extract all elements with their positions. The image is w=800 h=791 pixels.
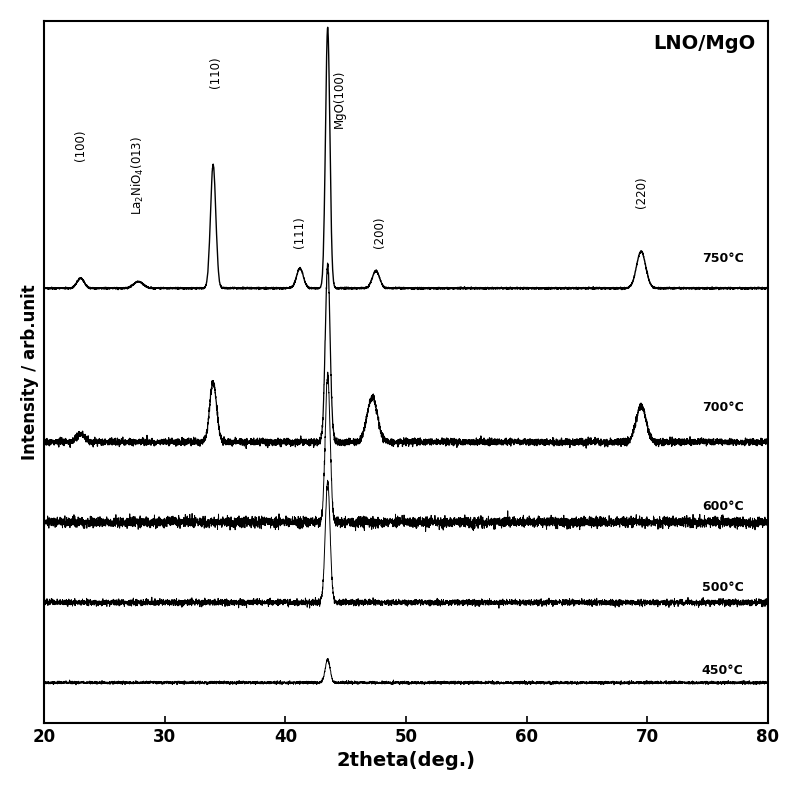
Text: MgO(100): MgO(100) bbox=[334, 70, 346, 128]
Text: (200): (200) bbox=[373, 217, 386, 248]
Text: (110): (110) bbox=[209, 56, 222, 88]
Text: (111): (111) bbox=[294, 217, 306, 248]
Text: (100): (100) bbox=[74, 130, 87, 161]
Text: (220): (220) bbox=[634, 176, 647, 208]
Text: 700°C: 700°C bbox=[702, 401, 743, 414]
Text: La$_2$NiO$_4$(013): La$_2$NiO$_4$(013) bbox=[130, 135, 146, 214]
Text: 750°C: 750°C bbox=[702, 252, 743, 265]
Text: 450°C: 450°C bbox=[702, 664, 743, 677]
Text: 600°C: 600°C bbox=[702, 500, 743, 513]
Y-axis label: Intensity / arb.unit: Intensity / arb.unit bbox=[21, 284, 39, 460]
Text: LNO/MgO: LNO/MgO bbox=[654, 34, 756, 53]
X-axis label: 2theta(deg.): 2theta(deg.) bbox=[337, 751, 475, 770]
Text: 500°C: 500°C bbox=[702, 581, 743, 594]
